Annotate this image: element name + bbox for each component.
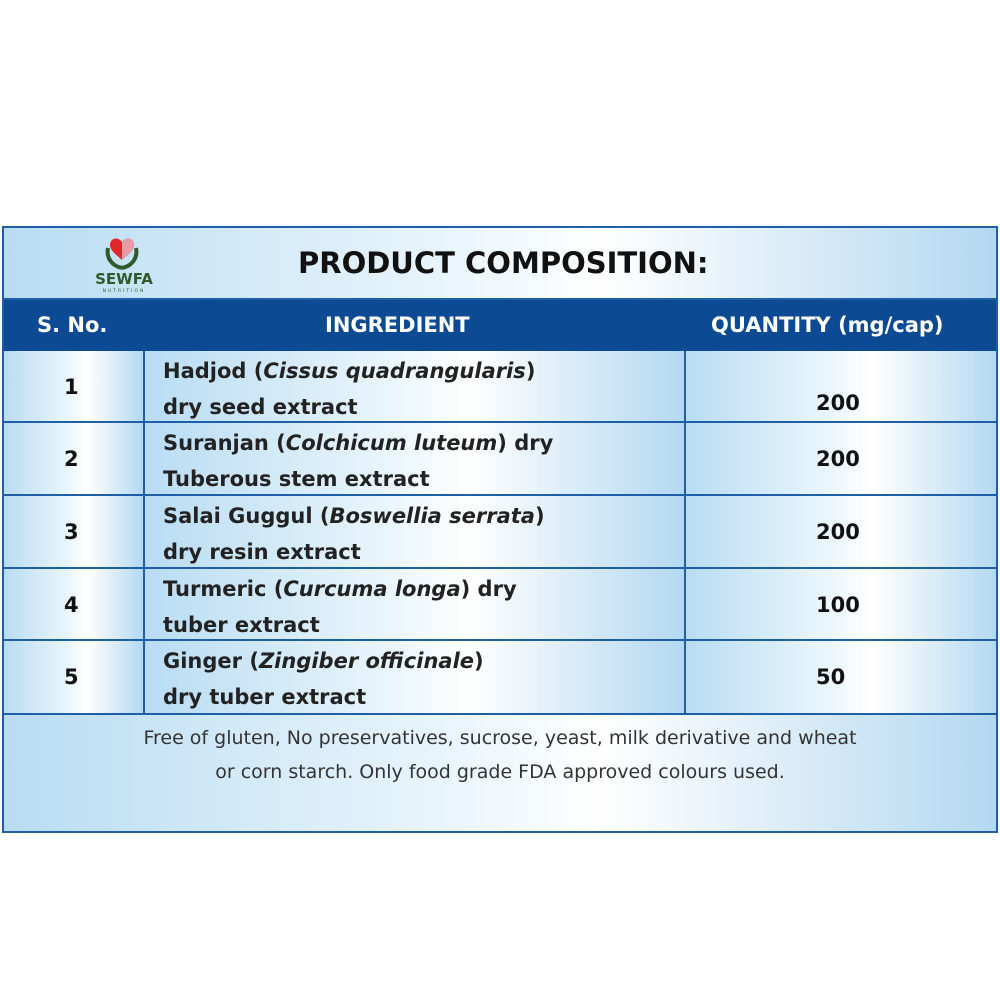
title-band: SEWFA NUTRITION PRODUCT COMPOSITION:: [4, 228, 996, 300]
quantity-cell: 200: [686, 423, 996, 494]
ingredient-suffix: ) dry: [497, 431, 554, 455]
quantity-cell: 200: [686, 496, 996, 567]
ingredient-cell: Ginger (Zingiber officinale) dry tuber ex…: [145, 641, 686, 713]
ingredient-common-name: Ginger (: [163, 649, 259, 673]
quantity-value: 50: [816, 665, 846, 689]
ingredient-extract: dry resin extract: [163, 540, 361, 564]
serial-number: 2: [64, 447, 79, 471]
ingredient-suffix: ): [534, 504, 545, 528]
footer-note: Free of gluten, No preservatives, sucros…: [4, 715, 996, 831]
ingredient-common-name: Suranjan (: [163, 431, 286, 455]
svg-text:NUTRITION: NUTRITION: [103, 288, 146, 294]
quantity-value: 100: [816, 593, 860, 617]
ingredient-latin-name: Zingiber officinale: [258, 649, 475, 673]
sno-cell: 2: [4, 423, 145, 494]
ingredient-extract: dry tuber extract: [163, 685, 367, 709]
footer-line-1: Free of gluten, No preservatives, sucros…: [143, 727, 857, 749]
logo-text: SEWFA: [95, 270, 153, 288]
sno-cell: 3: [4, 496, 145, 567]
table-row: 4 Turmeric (Curcuma longa) dry tuber extr…: [4, 569, 996, 641]
ingredient-latin-name: Cissus quadrangularis: [263, 359, 526, 383]
ingredient-name: Salai Guggul (Boswellia serrata) dry resi…: [163, 498, 545, 570]
ingredient-suffix: ) dry: [460, 577, 517, 601]
header-quantity: QUANTITY (mg/cap): [711, 313, 944, 337]
ingredient-name: Turmeric (Curcuma longa) dry tuber extrac…: [163, 571, 517, 643]
ingredient-extract: Tuberous stem extract: [163, 467, 430, 491]
quantity-value: 200: [816, 391, 860, 415]
quantity-cell: 200: [686, 351, 996, 421]
ingredient-suffix: ): [525, 359, 536, 383]
ingredient-common-name: Turmeric (: [163, 577, 284, 601]
sno-cell: 5: [4, 641, 145, 713]
footer-line-2: or corn starch. Only food grade FDA appr…: [215, 761, 785, 783]
serial-number: 5: [64, 665, 79, 689]
serial-number: 4: [64, 593, 79, 617]
ingredient-cell: Salai Guggul (Boswellia serrata) dry resi…: [145, 496, 686, 567]
ingredient-latin-name: Colchicum luteum: [285, 431, 498, 455]
sno-cell: 1: [4, 351, 145, 421]
ingredient-extract: dry seed extract: [163, 395, 358, 419]
ingredient-extract: tuber extract: [163, 613, 320, 637]
ingredient-suffix: ): [474, 649, 484, 673]
serial-number: 1: [64, 375, 79, 399]
ingredient-common-name: Hadjod (: [163, 359, 264, 383]
table-row: 5 Ginger (Zingiber officinale) dry tuber …: [4, 641, 996, 715]
quantity-cell: 100: [686, 569, 996, 639]
sewfa-logo: SEWFA NUTRITION: [80, 234, 170, 296]
header-sno: S. No.: [37, 313, 108, 337]
composition-table: SEWFA NUTRITION PRODUCT COMPOSITION: S. …: [2, 226, 998, 833]
serial-number: 3: [64, 520, 79, 544]
table-header: S. No. INGREDIENT QUANTITY (mg/cap): [4, 300, 996, 351]
quantity-value: 200: [816, 520, 860, 544]
ingredient-name: Hadjod (Cissus quadrangularis) dry seed e…: [163, 353, 535, 425]
ingredient-cell: Suranjan (Colchicum luteum) dry Tuberous …: [145, 423, 686, 494]
ingredient-latin-name: Boswellia serrata: [329, 504, 535, 528]
quantity-cell: 50: [686, 641, 996, 713]
quantity-value: 200: [816, 447, 860, 471]
ingredient-latin-name: Curcuma longa: [283, 577, 461, 601]
header-ingredient: INGREDIENT: [325, 313, 470, 337]
heart-hands-icon: SEWFA NUTRITION: [95, 238, 153, 294]
ingredient-common-name: Salai Guggul (: [163, 504, 330, 528]
ingredient-name: Ginger (Zingiber officinale) dry tuber ex…: [163, 643, 484, 715]
ingredient-cell: Turmeric (Curcuma longa) dry tuber extrac…: [145, 569, 686, 639]
ingredient-cell: Hadjod (Cissus quadrangularis) dry seed e…: [145, 351, 686, 421]
table-row: 2 Suranjan (Colchicum luteum) dry Tuberou…: [4, 423, 996, 496]
page-title: PRODUCT COMPOSITION:: [298, 246, 709, 280]
table-row: 1 Hadjod (Cissus quadrangularis) dry seed…: [4, 351, 996, 423]
ingredient-name: Suranjan (Colchicum luteum) dry Tuberous …: [163, 425, 553, 497]
table-row: 3 Salai Guggul (Boswellia serrata) dry re…: [4, 496, 996, 569]
sno-cell: 4: [4, 569, 145, 639]
